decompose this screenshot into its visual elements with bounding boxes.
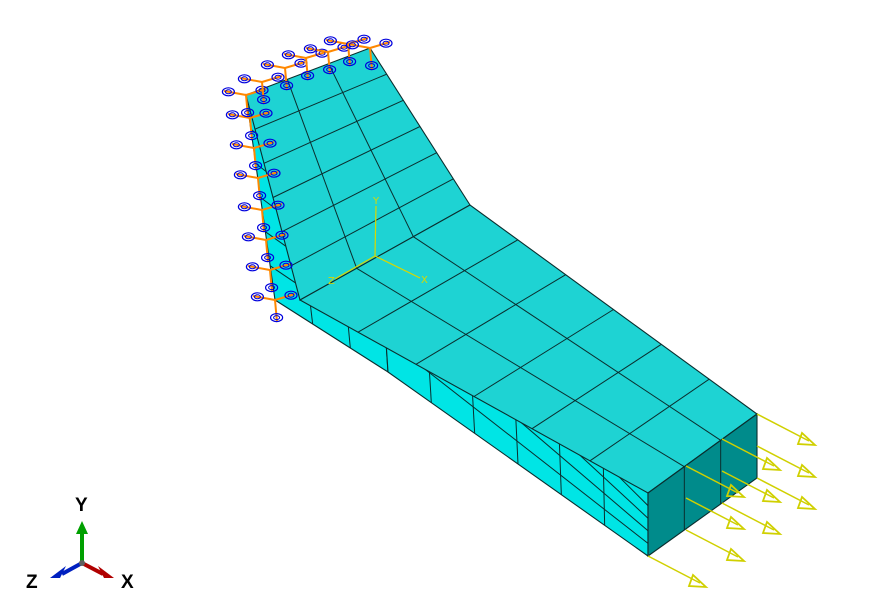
local-csys: Y X Z: [328, 196, 428, 287]
pressure-arrow-icon: [721, 470, 783, 504]
pressure-arrow-icon: [721, 502, 783, 536]
fixed-support-cone-icon: [281, 48, 329, 81]
mesh-edge: [281, 152, 437, 233]
triad-z-arrow-icon: [50, 566, 66, 578]
pressure-arrow-icon: [756, 413, 818, 447]
mesh-edge: [473, 309, 614, 397]
csys-y-axis: [374, 205, 377, 257]
triad-x-axis: [81, 561, 104, 576]
mesh-edge: [415, 274, 566, 365]
triad-z-axis: [61, 561, 83, 576]
csys-x-label: X: [421, 275, 428, 286]
csys-z-axis: [334, 255, 376, 280]
mesh-edge: [254, 73, 387, 130]
mesh-edge: [531, 343, 662, 430]
fixed-support-cone-icon: [250, 290, 298, 323]
fixed-support-cone-icon: [233, 168, 281, 201]
csys-y-label: Y: [372, 196, 380, 207]
view-triad: Y X Z: [26, 495, 134, 593]
mesh-edge: [290, 178, 454, 267]
pressure-arrow-icon: [685, 497, 747, 531]
triad-origin: [79, 560, 85, 566]
pressure-arrow-icon: [647, 555, 709, 589]
fixed-support-cone-icon: [229, 138, 277, 171]
fixed-support-cone-icon: [237, 72, 285, 105]
mesh-edge: [385, 338, 649, 544]
mesh-edge: [357, 239, 519, 333]
mesh-part[interactable]: [245, 47, 758, 558]
triad-z-label: Z: [26, 572, 38, 593]
csys-z-label: Z: [328, 276, 335, 287]
triad-x-label: X: [121, 572, 134, 593]
mesh-edge: [263, 99, 404, 164]
triad-x-arrow-icon: [98, 566, 114, 578]
mesh-edge: [272, 126, 421, 198]
boundary-conditions[interactable]: [221, 34, 393, 323]
load-arrows[interactable]: [647, 413, 818, 589]
pressure-arrow-icon: [756, 445, 818, 479]
fixed-support-cone-icon: [241, 230, 289, 263]
pressure-arrow-icon: [685, 465, 747, 499]
fixed-support-cone-icon: [225, 108, 273, 141]
pressure-arrow-icon: [721, 438, 783, 472]
fixed-support-cone-icon: [303, 42, 351, 75]
mesh-edge: [589, 378, 710, 462]
fixed-support-cone-icon: [323, 34, 371, 67]
triad-y-label: Y: [75, 495, 88, 516]
fixed-support-cone-icon: [237, 200, 285, 233]
fixed-support-cone-icon: [245, 260, 293, 293]
fixed-support-cone-icon: [345, 38, 393, 71]
triad-y-arrow-icon: [76, 521, 88, 534]
pressure-arrow-icon: [756, 477, 818, 511]
csys-x-axis: [374, 255, 421, 279]
pressure-arrow-icon: [685, 529, 747, 563]
